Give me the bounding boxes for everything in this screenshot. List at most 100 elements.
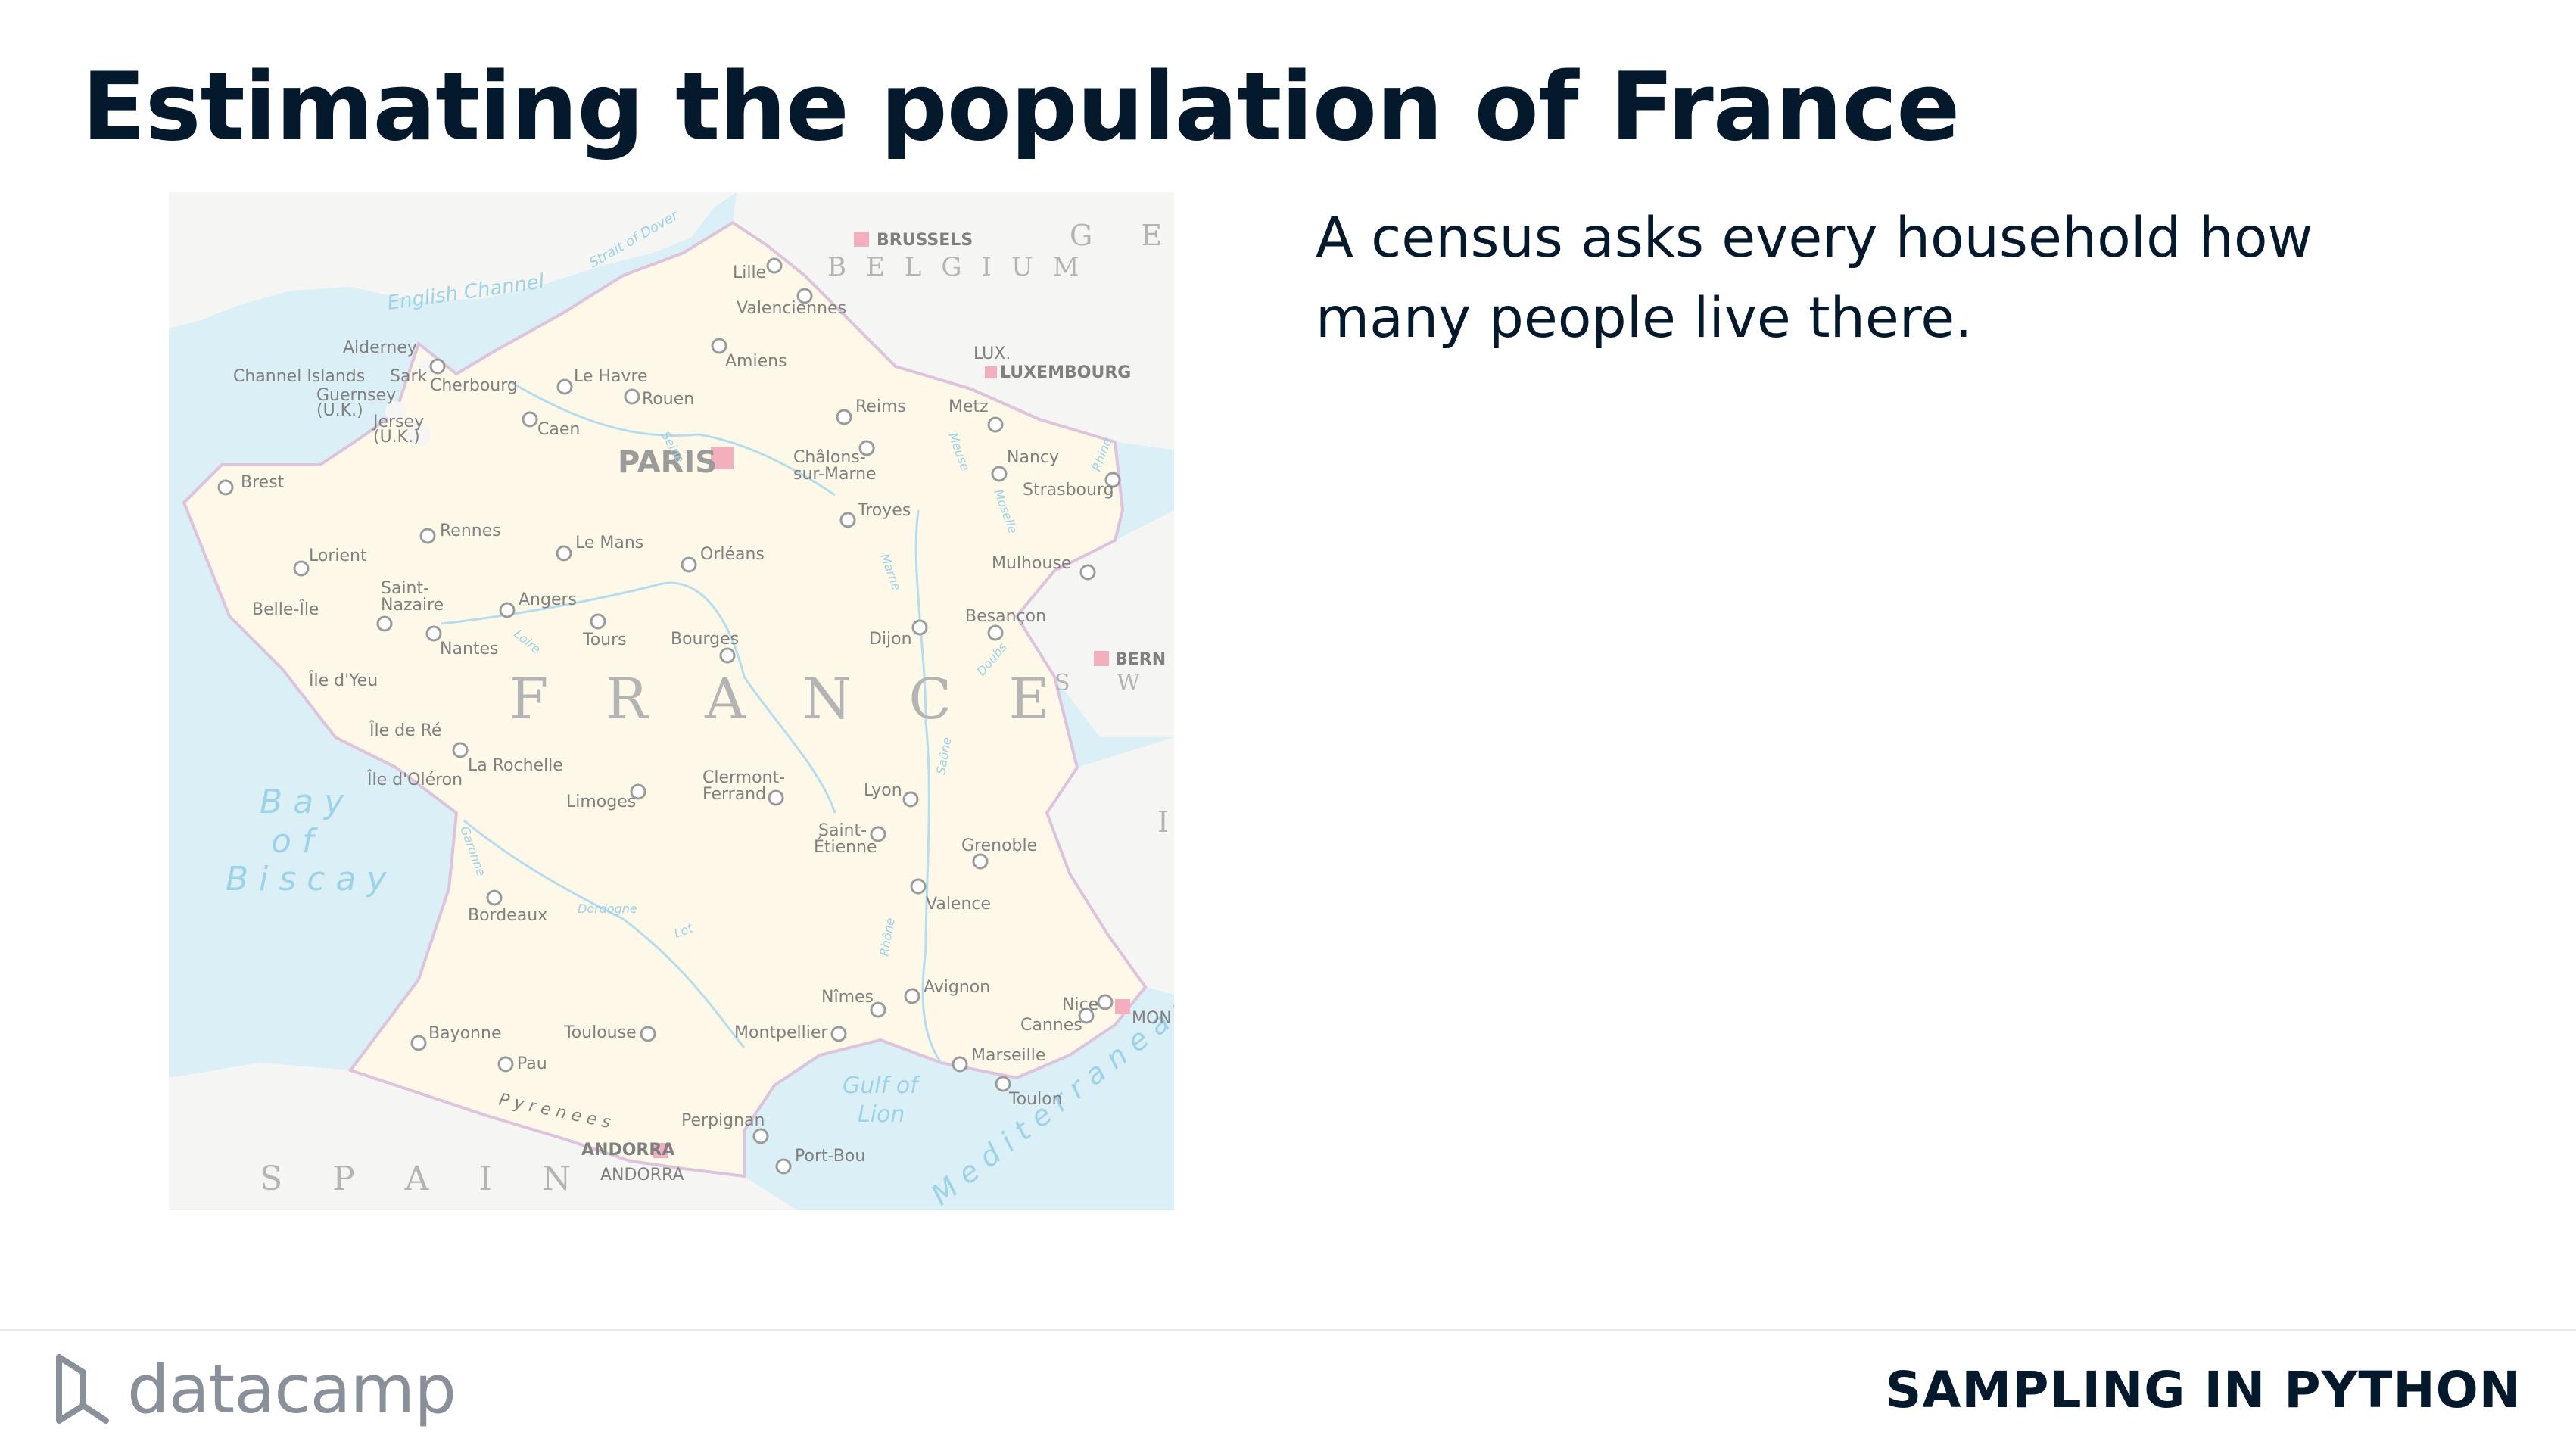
label-bayonne: Bayonne (428, 1024, 501, 1043)
label-grenoble: Grenoble (961, 836, 1037, 855)
river-rhone (914, 509, 942, 1063)
france-map: English Channel Strait of Dover B a y o … (169, 192, 1174, 1210)
datacamp-logo: datacamp (53, 1350, 456, 1428)
label-sark: Sark (390, 367, 427, 386)
label-le-mans: Le Mans (575, 534, 643, 553)
label-spain: S P A I N (260, 1160, 590, 1198)
label-brussels: BRUSSELS (877, 231, 973, 250)
label-dijon: Dijon (869, 630, 912, 649)
england-land (169, 192, 737, 328)
island-jersey (406, 422, 431, 447)
label-tours: Tours (582, 631, 627, 649)
luxembourg-marker (985, 366, 997, 378)
label-gulf-2: Lion (858, 1101, 905, 1128)
label-orleans: Orléans (700, 545, 765, 564)
label-caen: Caen (537, 420, 580, 439)
label-saint-etienne-2: Étienne (814, 837, 877, 857)
census-description: A census asks every household how many p… (1316, 206, 2313, 350)
label-france: F R A N C E (509, 667, 1070, 732)
label-amiens: Amiens (725, 352, 787, 371)
label-gulf-1: Gulf of (843, 1073, 921, 1099)
label-mulhouse: Mulhouse (992, 554, 1071, 573)
label-bay-3: B i s c a y (226, 860, 387, 898)
label-lux-short: LUX. (973, 344, 1011, 363)
island-guernsey (385, 401, 406, 422)
label-toulouse: Toulouse (563, 1023, 637, 1042)
datacamp-logo-icon (56, 1354, 109, 1424)
label-ile-oleron: Île d'Oléron (366, 770, 463, 789)
label-la-rochelle: La Rochelle (468, 756, 563, 775)
label-bay-1: B a y (260, 783, 344, 821)
course-name: SAMPLING IN PYTHON (1885, 1361, 2521, 1419)
label-guernsey-uk: (U.K.) (316, 401, 363, 420)
label-limoges: Limoges (566, 792, 636, 811)
italy-land (1047, 737, 1174, 995)
label-pau: Pau (517, 1054, 547, 1073)
label-saint-etienne-1: Saint- (818, 821, 867, 840)
label-nice: Nice (1062, 995, 1098, 1014)
label-bern: BERN (1115, 650, 1166, 669)
city-markers (217, 257, 1121, 1175)
bern-marker (1094, 651, 1109, 666)
label-le-havre: Le Havre (574, 367, 648, 386)
label-lorient: Lorient (309, 546, 367, 565)
label-besancon: Besançon (965, 607, 1046, 626)
label-bay-2: o f (271, 822, 319, 861)
label-montpellier: Montpellier (734, 1023, 828, 1042)
label-belgium: BELGIUM (827, 252, 1098, 282)
paris-marker (711, 447, 734, 469)
label-troyes: Troyes (857, 501, 911, 520)
monaco-marker (1115, 999, 1130, 1014)
label-avignon: Avignon (924, 978, 990, 997)
label-rouen: Rouen (642, 390, 694, 409)
footer-divider (0, 1329, 2576, 1331)
label-alderney: Alderney (343, 338, 417, 357)
label-lille: Lille (733, 263, 766, 282)
france-land (182, 220, 1148, 1179)
belgium-germany-land (733, 192, 1174, 450)
label-bordeaux: Bordeaux (468, 906, 547, 925)
label-ile-yeu: Île d'Yeu (308, 671, 378, 690)
label-cherbourg: Cherbourg (430, 376, 518, 395)
label-germany: G E R (1070, 219, 1174, 252)
label-clermont-2: Ferrand (702, 785, 766, 804)
label-ile-re: Île de Ré (369, 721, 441, 740)
label-paris: PARIS (618, 445, 717, 480)
map-fade-overlay (169, 192, 1174, 1210)
label-luxembourg: LUXEMBOURG (1000, 363, 1131, 382)
label-switzerland: S W I T Z E (1054, 670, 1174, 696)
datacamp-logo-text: datacamp (127, 1350, 456, 1428)
label-angers: Angers (519, 590, 577, 609)
label-saint-nazaire-2: Nazaire (381, 596, 444, 615)
label-chalons-1: Châlons- (793, 448, 866, 467)
label-port-bou: Port-Bou (795, 1147, 865, 1166)
label-strasbourg: Strasbourg (1023, 481, 1114, 500)
label-toulon: Toulon (1008, 1090, 1063, 1109)
label-andorra-city: ANDORRA (581, 1141, 674, 1160)
island-alderney (419, 359, 434, 374)
label-bourges: Bourges (671, 630, 739, 649)
switzerland-land (1017, 510, 1174, 737)
label-belle-ile: Belle-Île (252, 599, 319, 619)
andorra-marker (653, 1143, 668, 1158)
label-rennes: Rennes (440, 522, 501, 540)
label-channel-islands: Channel Islands (233, 367, 365, 386)
label-dordogne: Dordogne (578, 901, 637, 916)
map-svg: English Channel Strait of Dover B a y o … (169, 192, 1174, 1210)
label-metz: Metz (948, 397, 989, 416)
label-marseille: Marseille (971, 1046, 1045, 1065)
label-jersey-uk: (U.K.) (373, 428, 420, 447)
label-brest: Brest (241, 473, 285, 492)
slide-title: Estimating the population of France (82, 53, 1960, 162)
label-valence: Valence (926, 895, 991, 914)
spain-land (169, 1063, 797, 1210)
label-lyon: Lyon (864, 781, 902, 800)
label-jersey: Jersey (372, 413, 424, 431)
label-cannes: Cannes (1020, 1016, 1082, 1035)
label-nancy: Nancy (1007, 448, 1059, 467)
label-monaco: MON (1132, 1009, 1172, 1028)
river-loire (441, 581, 836, 814)
river-garonne (463, 819, 746, 1048)
label-clermont-1: Clermont- (702, 768, 785, 787)
brussels-marker (854, 232, 869, 247)
